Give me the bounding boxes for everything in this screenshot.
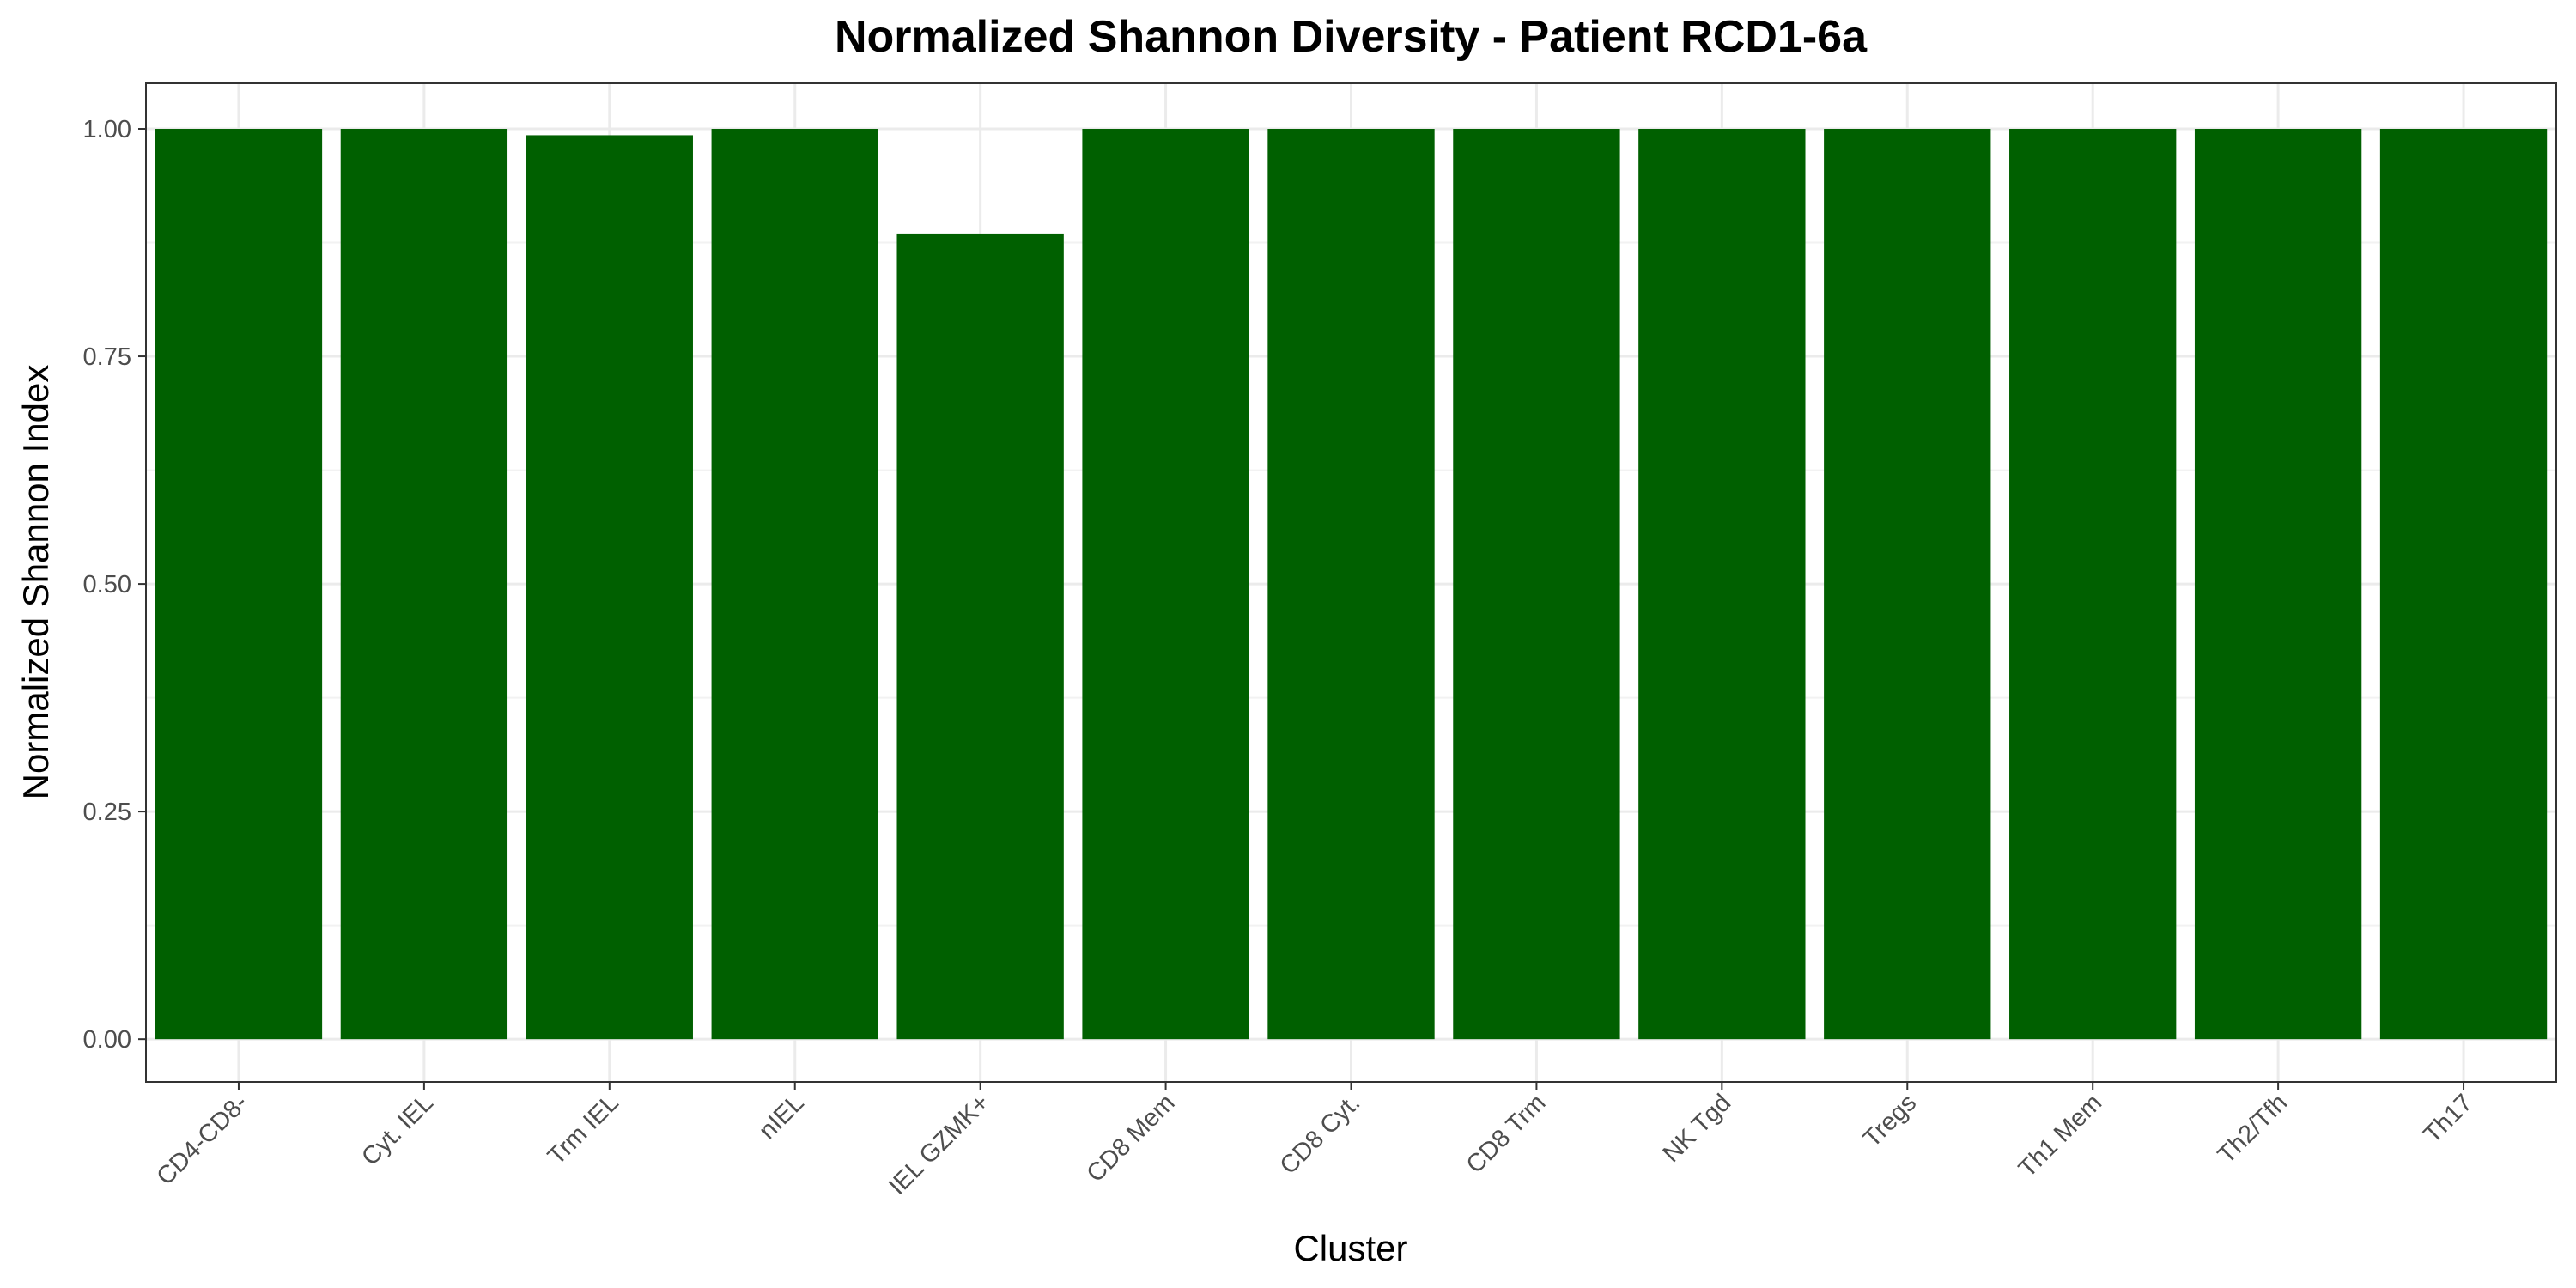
bar-niel (711, 129, 878, 1040)
bar-cd4-cd8 (155, 129, 323, 1040)
bar-trm-iel (526, 135, 693, 1040)
y-tick-label: 1.00 (83, 116, 131, 143)
y-tick-label: 0.50 (83, 571, 131, 598)
y-axis-title: Normalized Shannon Index (15, 365, 56, 800)
y-tick-label: 0.25 (83, 799, 131, 826)
bar-cyt-iel (340, 129, 508, 1040)
bar-tregs (1824, 129, 1991, 1040)
y-tick-label: 0.75 (83, 343, 131, 371)
bar-cd8-cyt (1267, 129, 1435, 1040)
y-tick-label: 0.00 (83, 1026, 131, 1054)
bar-nk-tgd (1638, 129, 1806, 1040)
chart-title: Normalized Shannon Diversity - Patient R… (835, 12, 1868, 62)
bar-th17 (2379, 129, 2548, 1040)
bar-cd8-mem (1082, 129, 1249, 1040)
bar-cd8-trm (1453, 129, 1620, 1040)
bar-iel-gzmk (896, 233, 1064, 1040)
x-axis-title: Cluster (1293, 1228, 1407, 1268)
bar-th2-tfh (2194, 129, 2362, 1040)
bar-th1-mem (2009, 129, 2177, 1040)
